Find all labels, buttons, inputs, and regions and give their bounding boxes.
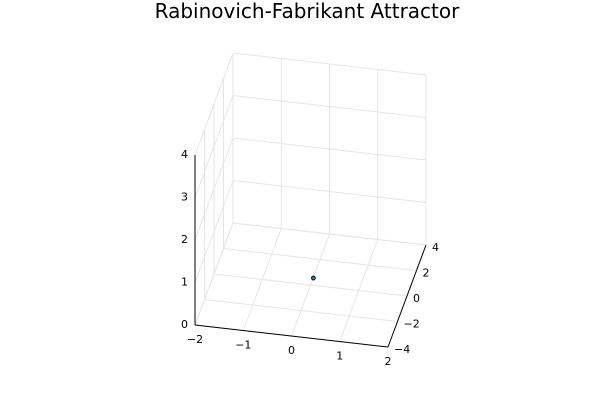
data-point xyxy=(310,275,316,281)
y-tick-label: −4 xyxy=(394,343,410,356)
y-tick-label: 2 xyxy=(423,267,430,280)
grid-line-floor-y xyxy=(204,299,398,322)
grid-line-back-z xyxy=(232,95,427,118)
y-axis-line xyxy=(387,244,427,348)
point-layer xyxy=(310,275,316,281)
grid-line-back-z xyxy=(232,52,427,76)
grid-layer xyxy=(194,52,427,348)
x-tick-label: −1 xyxy=(235,339,251,352)
grid-line-floor-y xyxy=(213,273,408,297)
grid-line-floor-y xyxy=(223,248,417,271)
grid-line-side-z xyxy=(194,180,234,283)
z-tick-label: 3 xyxy=(181,191,188,204)
z-tick-label: 2 xyxy=(181,233,188,246)
z-tick-label: 4 xyxy=(181,148,188,161)
y-tick-label: 0 xyxy=(413,292,420,305)
axis-layer xyxy=(194,155,427,348)
grid-line-back-z xyxy=(232,137,427,161)
y-tick-label: −2 xyxy=(404,318,420,331)
grid-line-side-z xyxy=(194,222,234,326)
grid-line-side-z xyxy=(194,52,234,156)
x-tick-label: 2 xyxy=(385,355,392,368)
z-tick-label: 0 xyxy=(181,318,188,331)
grid-line-back-z xyxy=(232,180,427,203)
grid-line-side-z xyxy=(194,137,234,241)
x-axis-line xyxy=(194,324,389,348)
y-tick-label: 4 xyxy=(432,241,439,254)
grid-line-back-z xyxy=(232,222,427,246)
z-tick-label: 1 xyxy=(181,276,188,289)
grid-line-side-z xyxy=(194,95,234,198)
x-tick-label: −2 xyxy=(187,333,203,346)
chart-title: Rabinovich-Fabrikant Attractor xyxy=(155,0,460,23)
x-tick-label: 1 xyxy=(336,350,343,363)
x-tick-label: 0 xyxy=(288,344,295,357)
